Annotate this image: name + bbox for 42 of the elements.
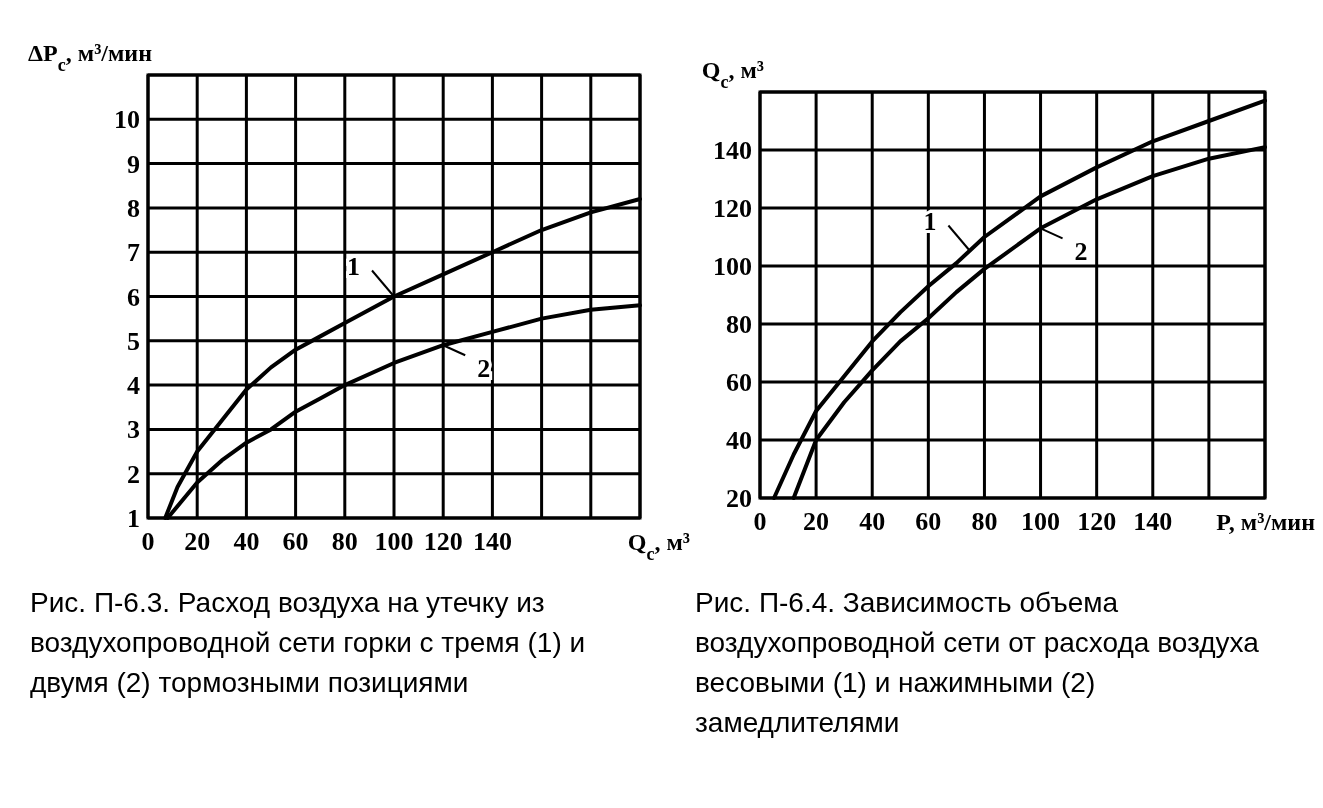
x-tick-label: 0 <box>753 507 767 536</box>
y-tick-label: 7 <box>127 238 140 268</box>
x-tick-label: 0 <box>141 527 155 556</box>
y-tick-label: 40 <box>726 426 752 455</box>
x-tick-label: 40 <box>233 527 260 556</box>
y-tick-label: 120 <box>713 194 752 223</box>
x-tick-label: 120 <box>423 527 463 556</box>
x-tick-label: 120 <box>1077 507 1117 536</box>
x-tick-label: 80 <box>331 527 358 556</box>
x-tick-label: 60 <box>915 507 942 536</box>
x-tick-label: 100 <box>1021 507 1061 536</box>
y-axis-title: ΔP$_{с}$, м³/мин <box>28 40 153 75</box>
annotation: 2 <box>477 354 491 384</box>
y-tick-label: 10 <box>114 105 140 135</box>
y-tick-label: 60 <box>726 368 752 397</box>
y-tick-label: 6 <box>127 282 140 312</box>
x-tick-label: 20 <box>803 507 830 536</box>
text: Рис. П-6.3. Расход воздуха на утечку из воздухопроводной сети горки с тремя (1) и двумя (2) тормозными позициями <box>30 587 586 698</box>
y-tick-label: 9 <box>127 149 140 179</box>
y-tick-label: 80 <box>726 310 752 339</box>
x-tick-label: 80 <box>971 507 998 536</box>
x-tick-label: 140 <box>1133 507 1173 536</box>
x-tick-label: 20 <box>184 527 211 556</box>
x-tick-label: 60 <box>282 527 309 556</box>
x-axis-title: P, м³/мин <box>1216 509 1316 535</box>
y-tick-label: 2 <box>127 459 140 489</box>
y-tick-label: 20 <box>726 484 752 513</box>
y-tick-label: 100 <box>713 252 752 281</box>
y-tick-label: 5 <box>127 326 140 356</box>
x-axis-title: Q$_{с}$, м³ <box>627 529 690 564</box>
text: Рис. П-6.4. Зависимость объема воздухопроводной сети от расхода воздуха весовыми (1) и нажимными (2) замедлителями <box>695 587 1260 738</box>
y-axis-title: Q$_{с}$, м³ <box>701 57 764 92</box>
y-tick-label: 4 <box>127 371 140 401</box>
y-tick-label: 1 <box>127 504 140 533</box>
annotation: 1 <box>347 251 360 281</box>
x-tick-label: 140 <box>472 527 512 556</box>
annotation: 2 <box>1074 237 1088 267</box>
y-tick-label: 140 <box>713 136 752 165</box>
y-tick-label: 3 <box>127 415 140 445</box>
x-tick-label: 100 <box>374 527 414 556</box>
x-tick-label: 40 <box>859 507 886 536</box>
y-tick-label: 8 <box>127 193 140 223</box>
